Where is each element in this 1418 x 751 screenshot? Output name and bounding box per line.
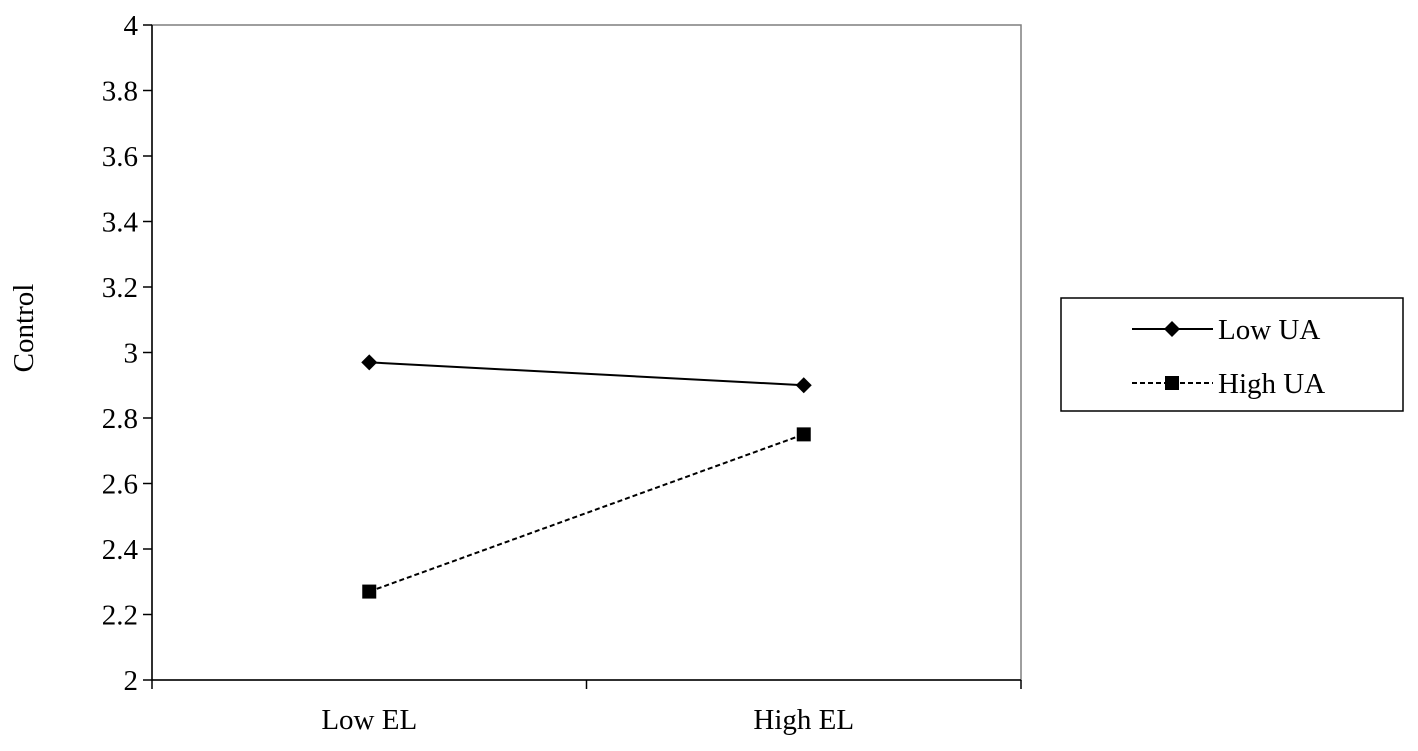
y-tick-label: 2.8 <box>102 403 138 435</box>
legend: Low UA High UA <box>1060 297 1404 412</box>
series-layer <box>361 354 812 599</box>
y-tick-label: 3.6 <box>102 141 138 173</box>
series-0 <box>361 354 812 394</box>
plot-frame <box>151 24 1022 681</box>
data-point <box>796 427 811 442</box>
legend-label: Low UA <box>1218 314 1320 346</box>
data-point <box>361 354 378 371</box>
y-axis: 2 2.2 2.4 2.6 2.8 3 3.2 3.4 3.6 3.8 4 <box>102 10 153 697</box>
y-tick-label: 2.6 <box>102 469 138 501</box>
legend-entry: High UA <box>1132 368 1325 400</box>
y-tick-label: 2.4 <box>102 534 139 566</box>
y-axis-title: Control <box>8 284 40 373</box>
y-tick-label: 3.4 <box>102 207 139 239</box>
data-point <box>795 377 812 394</box>
legend-marker <box>1165 376 1179 390</box>
plot-border <box>151 24 1022 681</box>
data-point <box>362 584 377 599</box>
legend-label: High UA <box>1218 368 1325 400</box>
legend-entry: Low UA <box>1132 314 1320 346</box>
y-tick-label: 3.8 <box>102 76 138 108</box>
legend-box <box>1060 297 1404 412</box>
y-tick-label: 2.2 <box>102 600 138 632</box>
series-1 <box>362 427 811 599</box>
y-tick-label: 3.2 <box>102 272 138 304</box>
series-line <box>369 361 804 387</box>
y-tick-label: 4 <box>124 10 139 42</box>
y-tick-label: 2 <box>124 665 139 697</box>
legend-marker <box>1164 321 1180 337</box>
x-axis: Low EL High EL <box>151 679 1022 736</box>
x-category-label: Low EL <box>321 704 417 736</box>
series-line <box>368 433 805 593</box>
y-tick-label: 3 <box>124 338 139 370</box>
x-category-label: High EL <box>753 704 854 736</box>
